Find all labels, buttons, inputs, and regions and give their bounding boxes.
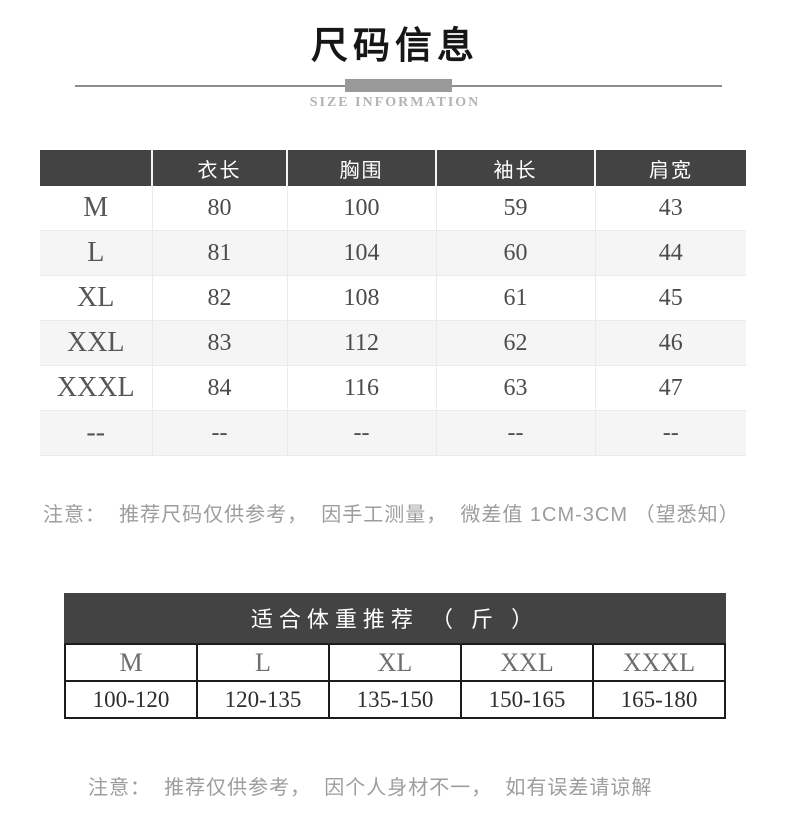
value-cell: --: [594, 410, 746, 456]
size-cell: XXL: [40, 320, 152, 366]
value-cell: --: [286, 410, 436, 456]
weight-size-cell: XL: [328, 643, 462, 682]
page-title: 尺码信息: [311, 25, 479, 66]
weight-range-cell: 135-150: [328, 680, 462, 719]
value-cell: 84: [151, 365, 287, 411]
weight-size-cell: M: [64, 643, 198, 682]
weight-table-value-row: 100-120 120-135 135-150 150-165 165-180: [64, 680, 726, 719]
value-cell: 63: [435, 365, 595, 411]
page-subtitle: SIZE INFORMATION: [309, 95, 481, 110]
value-cell: 61: [435, 275, 595, 321]
title-divider: [75, 79, 722, 92]
weight-table-title: 适合体重推荐 （ 斤 ）: [64, 593, 726, 643]
value-cell: 59: [435, 186, 595, 231]
value-cell: 62: [435, 320, 595, 366]
value-cell: 83: [151, 320, 287, 366]
value-cell: 82: [151, 275, 287, 321]
value-cell: 100: [286, 186, 436, 231]
weight-size-cell: XXXL: [592, 643, 726, 682]
weight-size-cell: L: [196, 643, 330, 682]
divider-badge: [345, 79, 452, 92]
weight-section: 适合体重推荐 （ 斤 ） M L XL XXL XXXL 100-120 120…: [64, 593, 726, 719]
value-cell: 108: [286, 275, 436, 321]
weight-size-cell: XXL: [460, 643, 594, 682]
size-table-row: XXL 83 112 62 46: [40, 320, 746, 366]
size-cell: L: [40, 230, 152, 276]
weight-table: M L XL XXL XXXL 100-120 120-135 135-150 …: [64, 643, 726, 719]
size-note: 注意： 推荐尺码仅供参考， 因手工测量， 微差值 1CM-3CM （望悉知）: [43, 504, 740, 526]
value-cell: 45: [594, 275, 746, 321]
value-cell: 81: [151, 230, 287, 276]
weight-range-cell: 120-135: [196, 680, 330, 719]
size-table-row: M 80 100 59 43: [40, 186, 746, 231]
weight-table-header-row: M L XL XXL XXXL: [64, 643, 726, 682]
value-cell: 60: [435, 230, 595, 276]
size-table: 衣长 胸围 袖长 肩宽 M 80 100 59 43 L 81 104 60 4…: [40, 150, 746, 456]
size-table-header-row: 衣长 胸围 袖长 肩宽: [40, 150, 746, 186]
size-table-row: XL 82 108 61 45: [40, 275, 746, 321]
value-cell: --: [151, 410, 287, 456]
size-table-header-bust: 胸围: [286, 150, 436, 186]
value-cell: --: [435, 410, 595, 456]
size-table-header-sleeve: 袖长: [435, 150, 595, 186]
size-table-row: XXXL 84 116 63 47: [40, 365, 746, 411]
weight-range-cell: 150-165: [460, 680, 594, 719]
size-table-header-length: 衣长: [151, 150, 287, 186]
divider-line-right: [452, 84, 722, 87]
size-table-header-blank: [40, 150, 152, 186]
value-cell: 43: [594, 186, 746, 231]
weight-note: 注意： 推荐仅供参考， 因个人身材不一， 如有误差请谅解: [88, 777, 653, 799]
weight-range-cell: 100-120: [64, 680, 198, 719]
value-cell: 46: [594, 320, 746, 366]
divider-line-left: [75, 84, 345, 87]
size-cell: XL: [40, 275, 152, 321]
size-cell: --: [40, 410, 152, 456]
size-cell: M: [83, 192, 109, 223]
value-cell: 44: [594, 230, 746, 276]
value-cell: 104: [286, 230, 436, 276]
value-cell: 80: [151, 186, 287, 231]
size-table-header-shoulder: 肩宽: [594, 150, 746, 186]
size-table-row: L 81 104 60 44: [40, 230, 746, 276]
size-cell: XXXL: [40, 365, 152, 411]
weight-range-cell: 165-180: [592, 680, 726, 719]
value-cell: 47: [594, 365, 746, 411]
value-cell: 112: [286, 320, 436, 366]
size-table-row: -- -- -- -- --: [40, 410, 746, 456]
value-cell: 116: [286, 365, 436, 411]
